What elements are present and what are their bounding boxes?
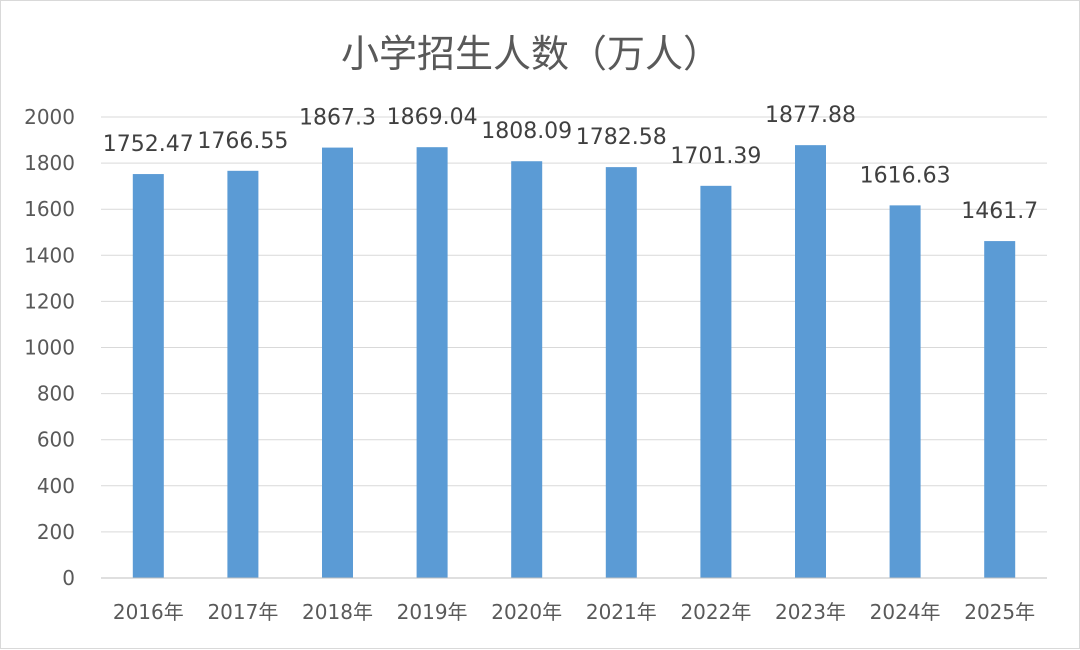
y-tick-label: 800	[37, 382, 75, 406]
bar	[984, 241, 1016, 578]
bar	[795, 145, 826, 578]
y-tick-label: 600	[37, 428, 75, 452]
y-tick-label: 2000	[24, 105, 75, 129]
y-tick-label: 200	[37, 520, 75, 544]
y-axis-ticks: 0 200 400 600 800 1000 1200 1400 1600 1800 2000	[24, 105, 75, 590]
x-tick-label: 2018年	[302, 600, 373, 624]
y-tick-label: 1800	[24, 151, 75, 175]
y-tick-label: 400	[37, 474, 75, 498]
x-tick-label: 2024年	[870, 600, 941, 624]
x-tick-label: 2021年	[586, 600, 657, 624]
data-label: 1701.39	[670, 144, 761, 169]
bar	[322, 147, 353, 579]
x-tick-label: 2025年	[964, 600, 1035, 624]
x-tick-label: 2017年	[207, 600, 278, 624]
x-axis-ticks: 2016年 2017年 2018年 2019年 2020年 2021年 2022年 2023年…	[113, 600, 1035, 624]
data-label: 1461.7	[961, 199, 1038, 224]
bar	[511, 161, 543, 578]
data-label: 1616.63	[860, 163, 951, 188]
data-label: 1766.55	[197, 129, 288, 154]
data-label: 1867.3	[299, 106, 376, 131]
gridlines	[101, 116, 1047, 533]
data-label: 1782.58	[576, 125, 667, 150]
chart-title: 小学招生人数（万人）	[341, 32, 721, 76]
data-label: 1869.04	[387, 105, 478, 130]
y-tick-label: 1400	[24, 243, 75, 267]
bar	[132, 174, 164, 578]
x-tick-label: 2022年	[680, 600, 751, 624]
data-label: 1808.09	[481, 119, 572, 144]
y-tick-label: 1000	[24, 336, 75, 360]
y-tick-label: 1200	[24, 289, 75, 313]
x-tick-label: 2023年	[775, 600, 846, 624]
data-label: 1877.88	[765, 103, 856, 128]
data-label: 1752.47	[103, 132, 194, 157]
bars	[132, 145, 1016, 579]
y-tick-label: 0	[62, 566, 75, 590]
x-tick-label: 2016年	[113, 600, 184, 624]
bar	[889, 205, 921, 578]
x-tick-label: 2019年	[397, 600, 468, 624]
bar	[700, 185, 732, 579]
bar	[227, 170, 259, 578]
x-tick-label: 2020年	[491, 600, 562, 624]
bar	[605, 167, 637, 579]
y-tick-label: 1600	[24, 197, 75, 221]
bar	[416, 147, 448, 578]
